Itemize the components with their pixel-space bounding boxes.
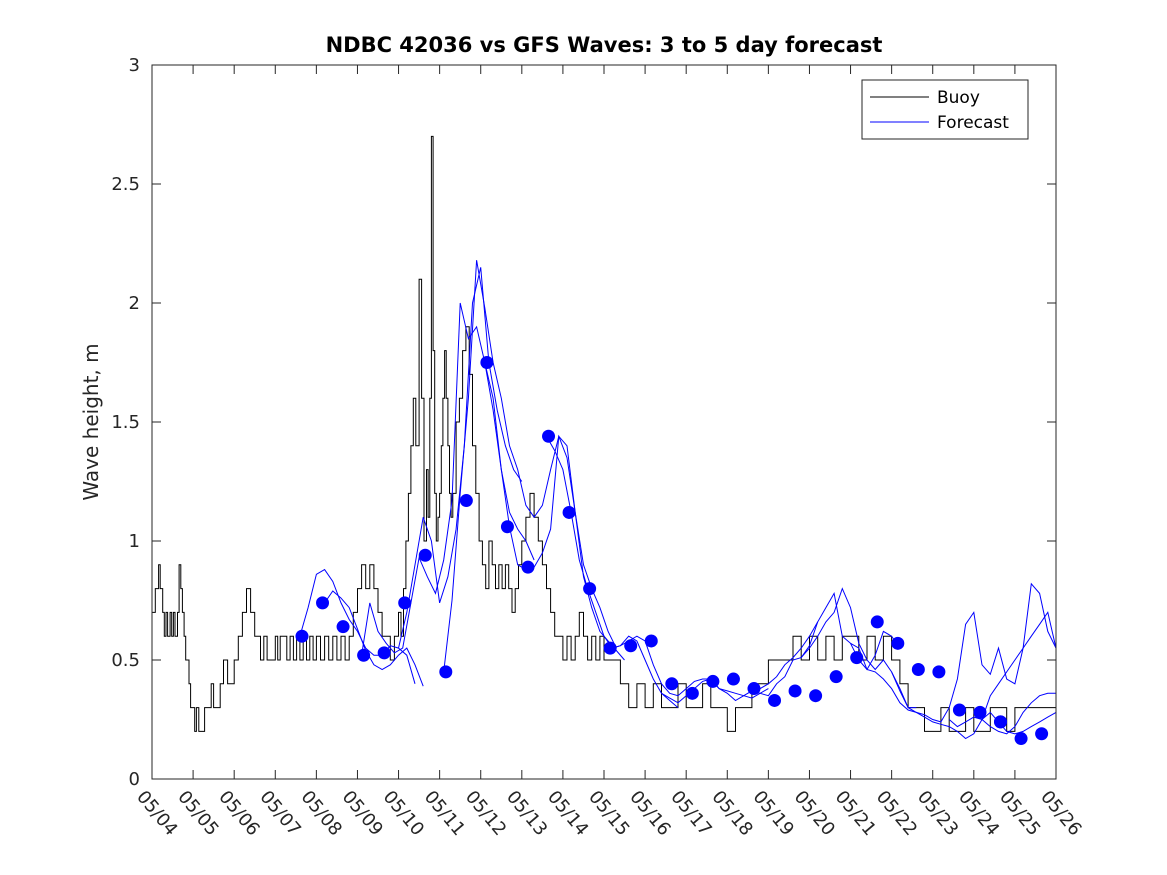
buoy-series-line — [152, 135, 1056, 732]
legend-forecast-label: Forecast — [937, 113, 1009, 133]
forecast-series-line — [612, 635, 769, 699]
forecast-point — [973, 705, 987, 719]
forecast-series-line — [891, 582, 1057, 723]
legend-buoy-label: Buoy — [937, 88, 980, 108]
y-tick-label: 2.5 — [111, 174, 140, 195]
forecast-point — [439, 665, 453, 679]
forecast-point — [316, 596, 330, 610]
forecast-point — [336, 620, 350, 634]
forecast-point — [850, 651, 864, 665]
forecast-point — [480, 356, 494, 369]
chart-title: NDBC 42036 vs GFS Waves: 3 to 5 day fore… — [326, 33, 883, 57]
forecast-point — [726, 672, 740, 686]
forecast-point — [952, 703, 966, 717]
forecast-point — [768, 693, 782, 707]
forecast-point — [994, 715, 1008, 729]
y-axis-label: Wave height, m — [79, 343, 103, 500]
forecast-point — [911, 663, 925, 677]
forecast-point — [665, 677, 679, 691]
forecast-series-line — [484, 362, 625, 661]
forecast-point — [295, 629, 309, 643]
forecast-point — [706, 674, 720, 688]
y-tick-label: 1.5 — [111, 412, 140, 433]
forecast-point — [624, 639, 638, 653]
forecast-point — [603, 641, 617, 655]
forecast-point — [500, 520, 514, 534]
forecast-series-line — [398, 267, 523, 649]
forecast-series-line — [299, 568, 416, 684]
forecast-point — [562, 505, 576, 519]
forecast-series-line — [948, 692, 1056, 735]
forecast-point — [788, 684, 802, 698]
marker-layer — [295, 356, 1049, 746]
y-tick-label: 2 — [129, 293, 140, 314]
forecast-point — [747, 682, 761, 696]
y-tick-label: 0 — [129, 769, 140, 790]
forecast-point — [809, 689, 823, 703]
forecast-point — [583, 582, 597, 596]
y-tick-label: 0.5 — [111, 650, 140, 671]
forecast-point — [891, 636, 905, 650]
forecast-point — [521, 560, 535, 574]
forecast-series-line — [751, 591, 901, 697]
legend-box — [861, 79, 1029, 140]
forecast-point — [829, 670, 843, 684]
forecast-point — [398, 596, 412, 610]
forecast-series-line — [850, 611, 1057, 740]
forecast-point — [932, 665, 946, 679]
forecast-series-line — [324, 590, 424, 687]
forecast-point — [1014, 732, 1028, 746]
y-tick-label: 3 — [129, 55, 140, 76]
legend: Buoy Forecast — [861, 79, 1029, 140]
forecast-point — [644, 634, 658, 648]
forecast-series-line — [443, 260, 617, 672]
forecast-point — [459, 494, 473, 508]
forecast-point — [1035, 727, 1049, 741]
forecast-point — [685, 686, 699, 700]
forecast-series-line — [800, 587, 917, 709]
forecast-point — [357, 648, 371, 662]
y-tick-label: 1 — [129, 531, 140, 552]
forecast-point — [870, 615, 884, 629]
forecast-point — [418, 548, 432, 562]
forecast-point — [377, 646, 391, 660]
forecast-point — [542, 429, 556, 443]
forecast-series-line — [361, 302, 535, 656]
